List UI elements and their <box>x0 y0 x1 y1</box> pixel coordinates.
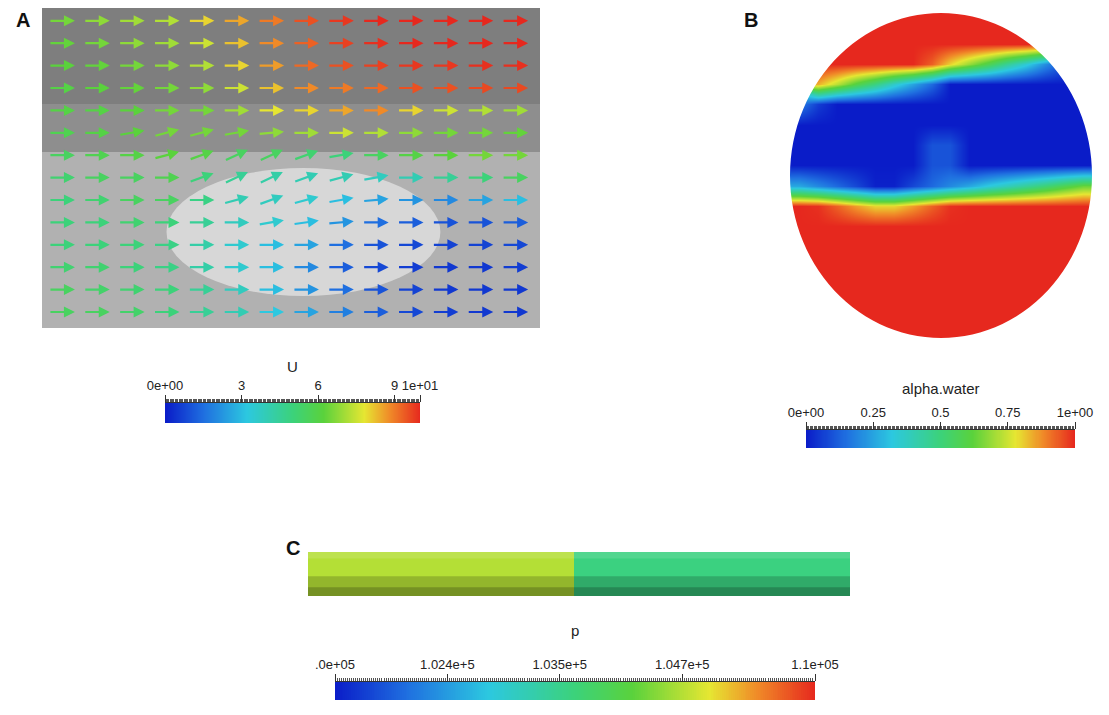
svg-text:9: 9 <box>391 378 398 393</box>
svg-text:U: U <box>287 358 298 375</box>
svg-text:6: 6 <box>314 378 321 393</box>
svg-text:p: p <box>571 622 579 639</box>
svg-text:0.75: 0.75 <box>995 405 1020 420</box>
svg-text:alpha.water: alpha.water <box>902 380 980 397</box>
svg-text:0.25: 0.25 <box>861 405 886 420</box>
svg-text:.0e+05: .0e+05 <box>315 657 355 672</box>
svg-text:B: B <box>744 9 758 31</box>
svg-text:1e+01: 1e+01 <box>402 378 439 393</box>
svg-text:C: C <box>286 537 300 559</box>
svg-text:3: 3 <box>238 378 245 393</box>
svg-text:0e+00: 0e+00 <box>788 405 825 420</box>
svg-text:1.047e+5: 1.047e+5 <box>655 657 710 672</box>
svg-text:A: A <box>16 9 30 31</box>
svg-text:0e+00: 0e+00 <box>147 378 184 393</box>
svg-text:1.024e+5: 1.024e+5 <box>420 657 475 672</box>
svg-text:1e+00: 1e+00 <box>1057 405 1094 420</box>
svg-text:1.1e+05: 1.1e+05 <box>791 657 838 672</box>
svg-text:0.5: 0.5 <box>931 405 949 420</box>
svg-text:1.035e+5: 1.035e+5 <box>532 657 587 672</box>
